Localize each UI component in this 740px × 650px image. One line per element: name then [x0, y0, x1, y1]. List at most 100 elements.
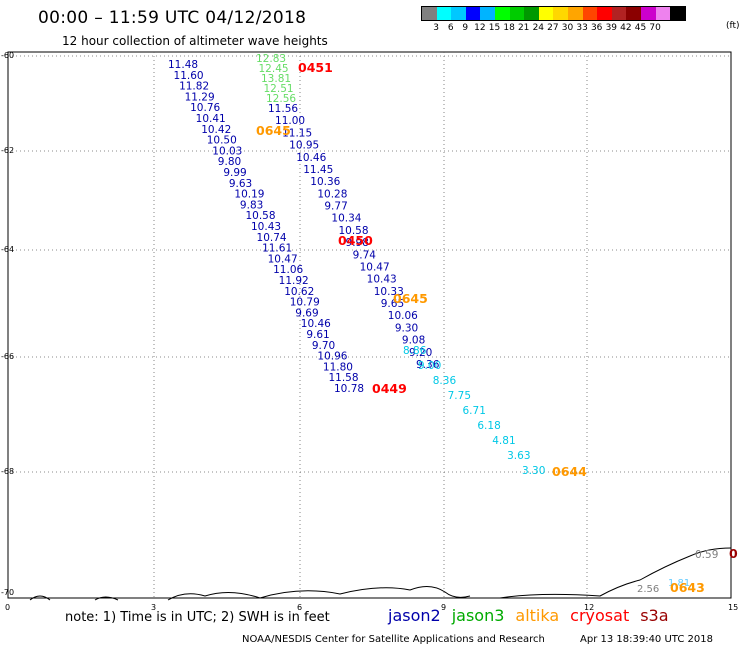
legend-label: 70 — [649, 23, 661, 33]
wave-height-value: 12.56 — [266, 93, 296, 105]
legend-label: 36 — [590, 23, 603, 33]
legend-label: 42 — [620, 23, 632, 33]
wave-height-value: 11.56 — [268, 103, 298, 115]
longitude-label: 6 — [297, 603, 303, 612]
legend-swatch — [626, 7, 641, 20]
latitude-label: -62 — [1, 146, 15, 155]
wave-height-value: 10.47 — [268, 253, 298, 265]
footer-timestamp: Apr 13 18:39:40 UTC 2018 — [580, 634, 713, 645]
wave-height-value: 8.86 — [403, 345, 427, 357]
wave-height-value: 13.81 — [261, 73, 291, 85]
legend-swatch — [670, 7, 685, 20]
longitude-label: 12 — [584, 603, 595, 612]
legend-swatch — [538, 7, 554, 20]
color-legend: 3 6 9 12 15 18 21 24 27 30 33 36 39 42 45 70 (ft) — [421, 6, 740, 33]
wave-height-value: 9.30 — [395, 322, 418, 334]
wave-height-value: 9.61 — [306, 329, 329, 341]
footer-credit: NOAA/NESDIS Center for Satellite Applica… — [242, 634, 545, 645]
wave-height-value: 10.28 — [317, 188, 347, 200]
legend-swatch — [640, 7, 656, 20]
wave-height-value: 11.48 — [168, 59, 198, 71]
wave-height-value: 10.74 — [257, 232, 287, 244]
wave-height-value: 10.78 — [334, 383, 364, 395]
wave-height-value: 11.60 — [174, 70, 204, 82]
legend-label: 45 — [634, 23, 647, 33]
legend-label: 21 — [517, 23, 530, 33]
pass-time-label: 0450 — [338, 233, 373, 248]
wave-height-value: 11.92 — [279, 275, 309, 287]
satellite-name: jason2 — [388, 606, 441, 625]
wave-height-value: 10.50 — [207, 135, 237, 147]
wave-height-value: 0.59 — [695, 549, 718, 561]
legend-swatch — [597, 7, 612, 20]
wave-height-value: 11.29 — [185, 91, 215, 103]
wave-height-value: 10.41 — [196, 113, 226, 125]
page-subtitle: 12 hour collection of altimeter wave hei… — [62, 34, 328, 48]
wave-height-value: 10.03 — [212, 145, 242, 157]
wave-height-value: 10.58 — [245, 210, 275, 222]
latitude-label: -68 — [1, 467, 15, 476]
wave-height-value: 9.83 — [240, 199, 263, 211]
wave-height-value: 9.08 — [402, 335, 425, 347]
pass-time-label: 0451 — [298, 60, 333, 75]
map-frame — [7, 51, 732, 599]
longitude-label: 15 — [728, 603, 739, 612]
pass-time-label: 0645 — [256, 123, 291, 138]
legend-swatch — [509, 7, 525, 20]
wave-height-value: 10.34 — [331, 213, 361, 225]
pass-time-label: 0449 — [372, 381, 407, 396]
footer-notes: note: 1) Time is in UTC; 2) SWH is in fe… — [65, 610, 330, 625]
wave-height-value: 10.96 — [317, 351, 347, 363]
satellite-name: jason3 — [451, 606, 505, 625]
latitude-label: -66 — [1, 352, 15, 361]
wave-height-value: 6.71 — [463, 405, 486, 417]
wave-height-value: 9.99 — [223, 167, 246, 179]
wave-height-value: 11.80 — [323, 361, 353, 373]
wave-height-value: 12.45 — [259, 63, 289, 75]
wave-height-value: 11.45 — [303, 164, 333, 176]
legend-label: 3 — [433, 23, 439, 33]
wave-height-value: 4.81 — [492, 435, 515, 447]
wave-height-value: 11.58 — [328, 372, 358, 384]
wave-height-value: 10.62 — [284, 286, 314, 298]
legend-swatch — [422, 7, 437, 20]
wave-height-value: 3.63 — [507, 450, 530, 462]
satellite-name: cryosat — [570, 606, 630, 625]
satellite-name: altika — [515, 606, 560, 625]
wave-height-value: 10.42 — [201, 124, 231, 136]
wave-height-value: 10.46 — [296, 152, 326, 164]
wave-height-value: 9.00 — [418, 360, 441, 372]
wave-height-value: 12.83 — [256, 53, 286, 65]
legend-label: 30 — [561, 23, 574, 33]
legend-label: 24 — [532, 23, 545, 33]
wave-height-value: 10.47 — [360, 261, 390, 273]
wave-height-value: 11.61 — [262, 243, 292, 255]
wave-height-value: 7.75 — [448, 390, 471, 402]
wave-height-value: 9.70 — [312, 340, 335, 352]
wave-height-value: 10.36 — [310, 176, 340, 188]
longitude-label: 0 — [5, 603, 11, 612]
wave-height-value: 9.65 — [381, 298, 404, 310]
legend-label: 27 — [547, 23, 559, 33]
wave-height-value: 10.19 — [234, 189, 264, 201]
wave-height-value: 9.74 — [353, 249, 377, 261]
wave-height-value: 10.95 — [289, 140, 319, 152]
wave-height-value: 9.77 — [324, 201, 347, 213]
legend-label: 33 — [576, 23, 588, 33]
wave-height-value: 10.79 — [290, 297, 320, 309]
wave-height-value: 11.06 — [273, 264, 303, 276]
legend-swatch — [451, 7, 466, 20]
legend-swatch — [524, 7, 539, 20]
legend-swatch — [655, 7, 671, 20]
legend-label: 6 — [447, 23, 454, 33]
legend-label: 12 — [474, 23, 486, 33]
wave-height-value: 10.76 — [190, 102, 220, 114]
legend-swatch — [480, 7, 495, 20]
wave-height-value: 9.63 — [229, 178, 252, 190]
legend-label: 18 — [503, 23, 515, 33]
wave-height-value: 10.58 — [338, 225, 368, 237]
legend-swatches — [421, 6, 686, 21]
latitude-label: -64 — [1, 245, 15, 254]
pass-time-label: 0643 — [670, 580, 705, 595]
